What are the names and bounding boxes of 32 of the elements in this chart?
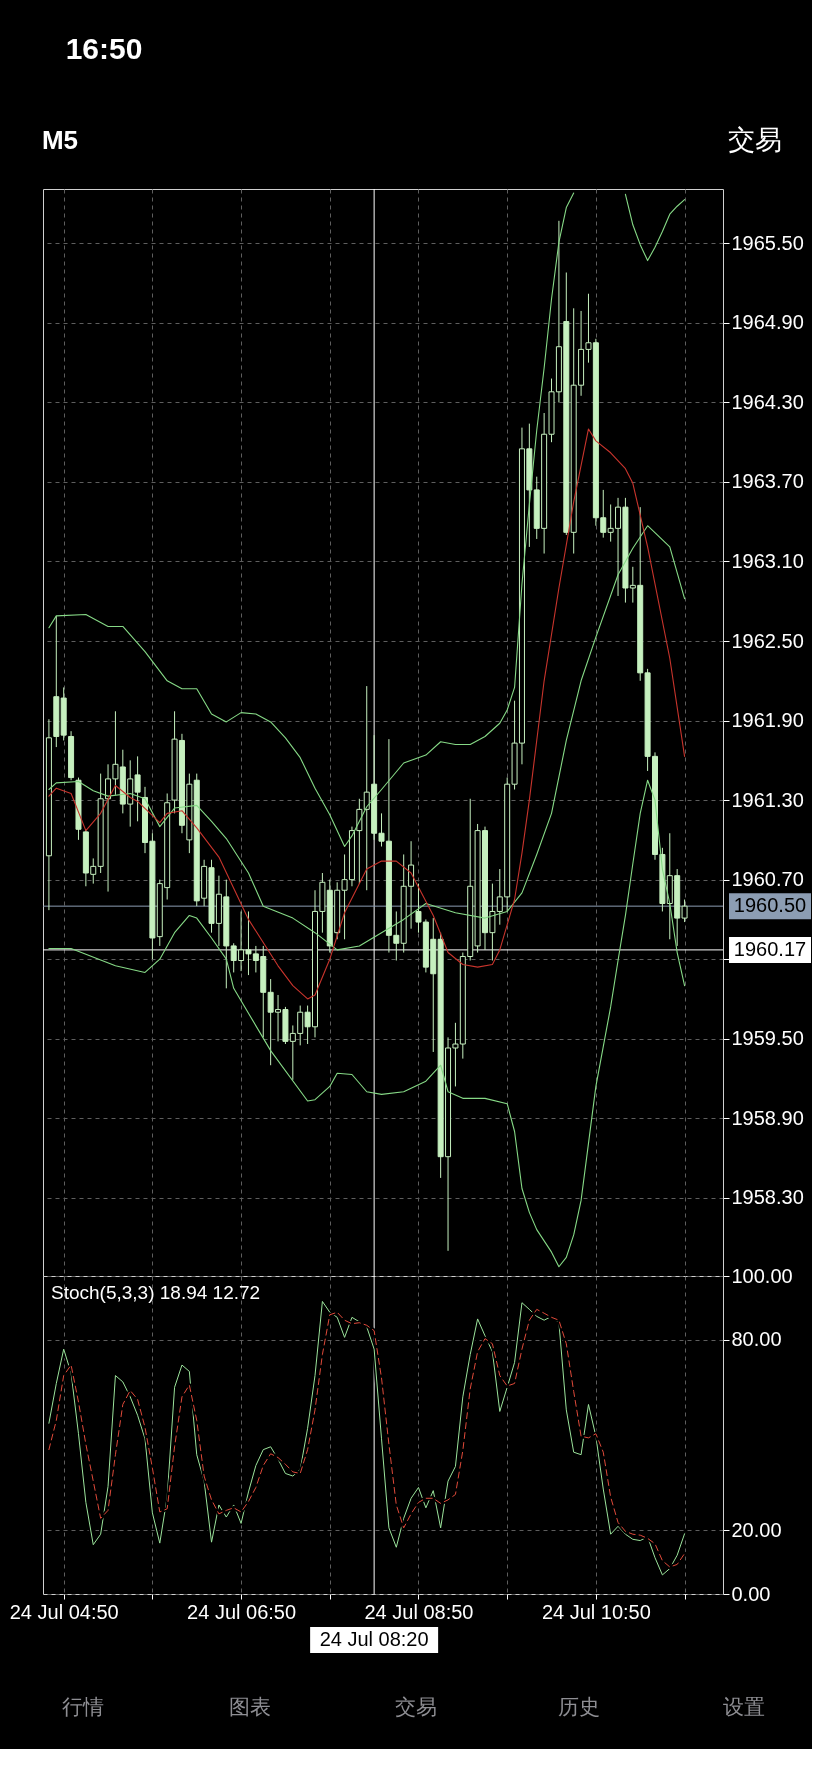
y-tick-label: 20.00 [731,1518,782,1541]
text: 图表 [229,1695,271,1718]
y-tick-label: 80.00 [731,1328,782,1351]
y-tick-label: 1960.70 [731,868,804,891]
text: 交易 [395,1695,437,1718]
y-tick-label: 1959.50 [731,1027,804,1050]
x-tick-label: 24 Jul 06:50 [187,1600,297,1623]
ref-line-label: 1960.50 [733,894,807,917]
text: 行情 [62,1695,104,1718]
text: 16:50 [65,32,143,65]
y-tick-label: 1961.90 [731,709,804,732]
ref-line-label: 24 Jul 08:20 [319,1628,429,1650]
x-tick-label: 24 Jul 04:50 [9,1600,119,1623]
y-tick-label: 1958.30 [731,1186,804,1209]
x-tick-label: 24 Jul 08:50 [364,1600,474,1623]
y-tick-label: 1964.90 [731,311,804,334]
y-tick-label: 1965.50 [731,231,804,254]
y-tick-label: 0.00 [731,1582,771,1605]
y-tick-label: 100.00 [731,1264,793,1287]
text: 历史 [558,1695,600,1718]
text: 交易 [728,125,782,155]
chart-title: M5 [41,125,79,155]
chart-title: Stoch(5,3,3) 18.94 12.72 [51,1282,261,1303]
y-tick-label: 1963.70 [731,470,804,493]
y-tick-label: 1961.30 [731,788,804,811]
x-tick-label: 24 Jul 10:50 [541,1600,651,1623]
y-tick-label: 1963.10 [731,550,804,572]
text: 设置 [723,1695,765,1718]
y-tick-label: 1958.90 [731,1106,804,1129]
y-tick-label: 1962.50 [731,629,804,652]
y-tick-label: 1964.30 [731,390,804,413]
ref-line-label: 1960.17 [733,937,807,960]
